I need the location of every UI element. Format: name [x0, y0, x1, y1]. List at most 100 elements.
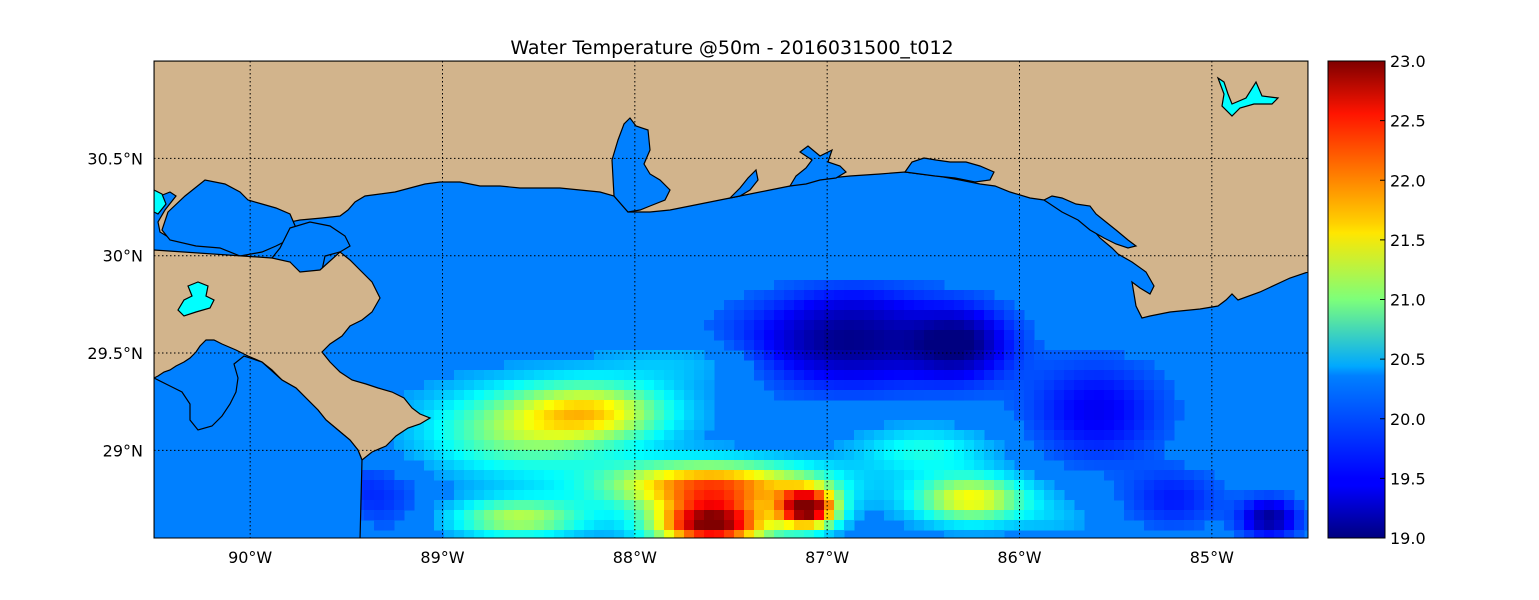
temperature-cell [414, 400, 425, 411]
temperature-cell [954, 360, 965, 371]
temperature-cell [974, 290, 985, 301]
temperature-cell [1034, 500, 1045, 511]
temperature-cell [1094, 350, 1105, 361]
temperature-cell [884, 470, 895, 481]
temperature-cell [834, 390, 845, 401]
temperature-cell [684, 350, 695, 361]
temperature-cell [774, 380, 785, 391]
temperature-cell [614, 410, 625, 421]
temperature-cell [964, 370, 975, 381]
temperature-cell [644, 480, 655, 491]
temperature-cell [934, 310, 945, 321]
temperature-cell [484, 490, 495, 501]
temperature-cell [894, 330, 905, 341]
temperature-cell [844, 490, 855, 501]
temperature-cell [514, 420, 525, 431]
temperature-cell [1264, 510, 1275, 521]
temperature-cell [454, 470, 465, 481]
temperature-cell [734, 320, 745, 331]
temperature-cell [764, 290, 775, 301]
temperature-cell [984, 490, 995, 501]
temperature-cell [924, 310, 935, 321]
temperature-cell [884, 440, 895, 451]
temperature-cell [634, 350, 645, 361]
temperature-cell [644, 430, 655, 441]
temperature-cell [484, 430, 495, 441]
temperature-cell [384, 470, 395, 481]
temperature-cell [914, 300, 925, 311]
temperature-cell [764, 340, 775, 351]
temperature-cell [574, 400, 585, 411]
temperature-cell [1064, 510, 1075, 521]
temperature-cell [784, 530, 795, 538]
temperature-cell [864, 460, 875, 471]
temperature-cell [924, 430, 935, 441]
temperature-cell [754, 310, 765, 321]
temperature-cell [674, 380, 685, 391]
temperature-cell [634, 530, 645, 538]
temperature-cell [734, 530, 745, 538]
temperature-cell [944, 480, 955, 491]
temperature-cell [464, 460, 475, 471]
temperature-cell [564, 410, 575, 421]
temperature-cell [954, 500, 965, 511]
temperature-cell [1194, 480, 1205, 491]
temperature-cell [1064, 440, 1075, 451]
temperature-cell [774, 340, 785, 351]
temperature-cell [834, 440, 845, 451]
temperature-cell [924, 380, 935, 391]
temperature-cell [1104, 390, 1115, 401]
temperature-cell [834, 300, 845, 311]
temperature-cell [714, 330, 725, 341]
temperature-cell [654, 460, 665, 471]
temperature-cell [614, 370, 625, 381]
temperature-cell [944, 340, 955, 351]
temperature-cell [594, 410, 605, 421]
temperature-cell [854, 460, 865, 471]
temperature-cell [444, 440, 455, 451]
temperature-cell [694, 410, 705, 421]
temperature-cell [564, 370, 575, 381]
temperature-cell [724, 440, 735, 451]
temperature-cell [644, 450, 655, 461]
temperature-cell [694, 360, 705, 371]
temperature-cell [1124, 460, 1135, 471]
temperature-cell [914, 290, 925, 301]
temperature-cell [424, 430, 435, 441]
temperature-cell [804, 500, 815, 511]
temperature-cell [974, 360, 985, 371]
temperature-cell [674, 390, 685, 401]
temperature-cell [1174, 490, 1185, 501]
temperature-cell [594, 380, 605, 391]
temperature-cell [554, 370, 565, 381]
temperature-cell [864, 300, 875, 311]
temperature-cell [1264, 530, 1275, 538]
temperature-cell [584, 430, 595, 441]
temperature-cell [434, 520, 445, 531]
temperature-cell [634, 510, 645, 521]
temperature-cell [604, 350, 615, 361]
temperature-cell [924, 450, 935, 461]
temperature-cell [504, 360, 515, 371]
temperature-cell [1064, 370, 1075, 381]
temperature-cell [1134, 500, 1145, 511]
temperature-cell [764, 470, 775, 481]
temperature-cell [674, 430, 685, 441]
temperature-cell [864, 480, 875, 491]
temperature-cell [1074, 380, 1085, 391]
temperature-cell [1034, 430, 1045, 441]
temperature-cell [704, 420, 715, 431]
temperature-cell [1064, 350, 1075, 361]
temperature-cell [914, 340, 925, 351]
temperature-cell [684, 400, 695, 411]
temperature-cell [1004, 340, 1015, 351]
temperature-cell [1144, 460, 1155, 471]
temperature-cell [554, 360, 565, 371]
temperature-cell [384, 480, 395, 491]
temperature-cell [1024, 410, 1035, 421]
temperature-cell [774, 480, 785, 491]
temperature-cell [704, 410, 715, 421]
temperature-cell [864, 290, 875, 301]
temperature-cell [1064, 520, 1075, 531]
temperature-cell [624, 350, 635, 361]
